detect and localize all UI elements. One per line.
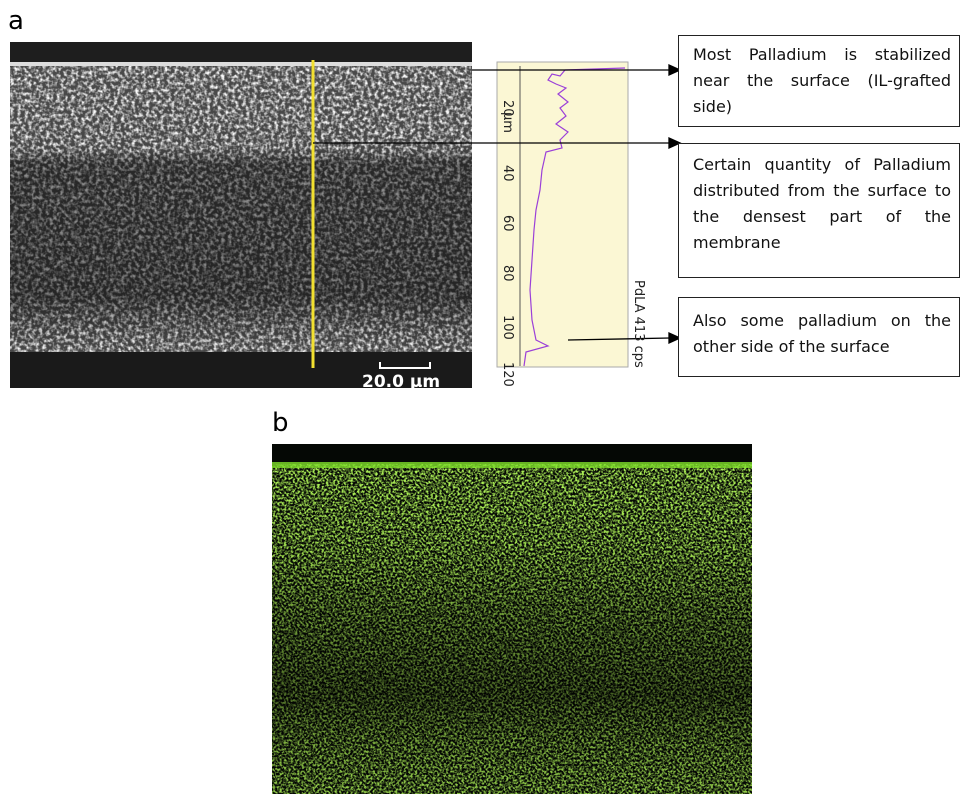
- annotation: Certain quantity of Palladium distribute…: [678, 143, 960, 278]
- scale-bar-label: 20.0 µm: [362, 372, 441, 392]
- annotation: Also some palladium on the other side of…: [678, 297, 960, 377]
- tick-label: 40: [500, 165, 515, 182]
- tick-label: 120: [500, 362, 515, 387]
- tick-label: 100: [500, 315, 515, 340]
- tick-label: 80: [500, 265, 515, 282]
- axis-unit: µm: [500, 112, 515, 133]
- annotation: Most Palladium is stabilized near the su…: [678, 35, 960, 127]
- sem-image: [10, 42, 472, 388]
- panel-label: b: [272, 408, 289, 438]
- eds-map: [272, 444, 752, 794]
- arrows: [313, 63, 682, 345]
- line-scan: [496, 61, 629, 368]
- panel-label: a: [8, 6, 24, 36]
- tick-label: 60: [500, 215, 515, 232]
- signal-label: PdLA 413 cps: [631, 280, 646, 368]
